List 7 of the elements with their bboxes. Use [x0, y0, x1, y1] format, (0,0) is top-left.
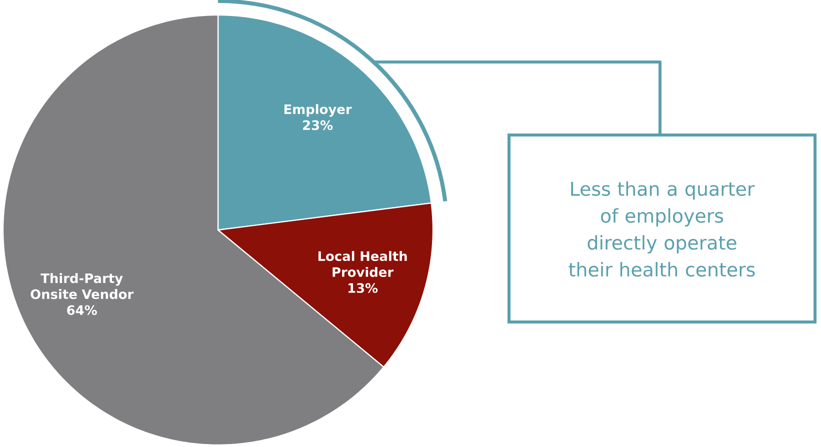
data-label: 13%: [348, 283, 378, 293]
slice-label: Third-Party Onsite Vendor: [30, 273, 134, 300]
data-label: 64%: [67, 305, 97, 316]
slice-label: Employer: [284, 104, 352, 117]
data-label: 23%: [303, 120, 333, 130]
text: Less than a quarter of employers directly operate their health centers: [568, 181, 755, 277]
slice-label: Local Health Provider: [318, 251, 407, 277]
